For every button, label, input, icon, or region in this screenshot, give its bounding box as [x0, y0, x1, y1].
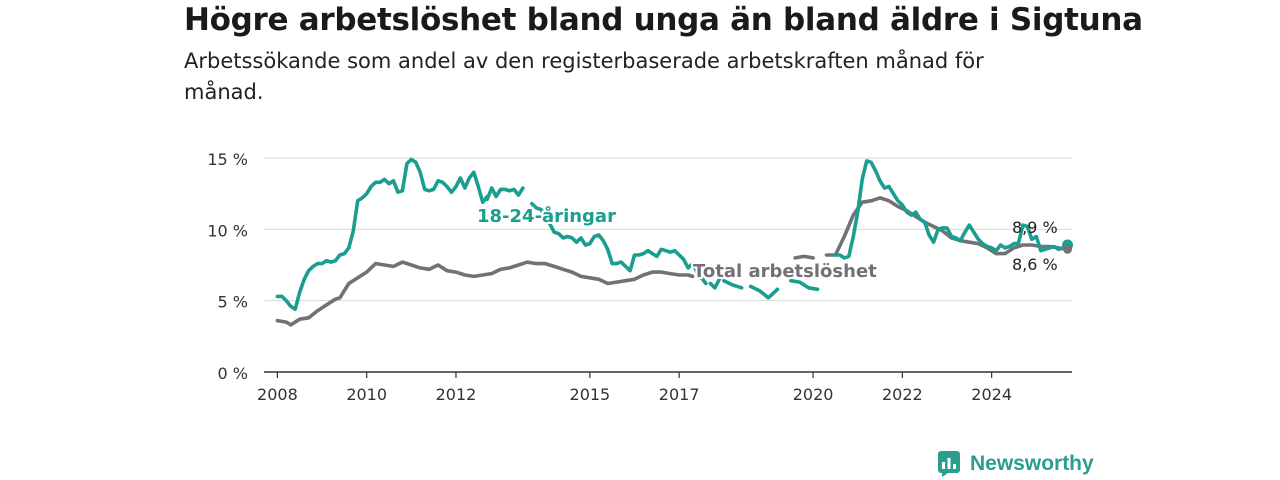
series-line-youth	[530, 201, 708, 286]
x-tick-label: 2022	[882, 385, 923, 404]
series-label-total: Total arbetslöshet	[693, 261, 877, 282]
series-line-youth	[748, 284, 780, 300]
brand-logo: Newsworthy	[938, 448, 1094, 480]
y-tick-label: 15 %	[207, 150, 248, 169]
x-tick-label: 2012	[436, 385, 477, 404]
x-tick-label: 2010	[346, 385, 387, 404]
x-tick-label: 2020	[793, 385, 834, 404]
series-line-youth	[722, 278, 744, 290]
chart-title: Högre arbetslöshet bland unga än bland ä…	[184, 2, 1143, 38]
brand-name: Newsworthy	[970, 452, 1094, 475]
x-tick-label: 2008	[257, 385, 298, 404]
series-line-total	[793, 254, 815, 260]
series-line-youth	[275, 157, 489, 311]
end-marker-total	[1063, 244, 1073, 254]
y-tick-label: 0 %	[218, 364, 248, 383]
series-line-youth	[789, 278, 820, 292]
x-tick-label: 2017	[659, 385, 700, 404]
newsworthy-logo-icon	[938, 451, 960, 477]
x-tick-label: 2015	[570, 385, 611, 404]
series-line-youth	[833, 159, 1070, 260]
x-tick-label: 2024	[971, 385, 1012, 404]
end-label-youth: 8,9 %	[1012, 218, 1058, 237]
series-line-total	[275, 260, 695, 327]
series-line-youth	[708, 277, 722, 290]
end-label-total: 8,6 %	[1012, 255, 1058, 274]
series-line-youth	[485, 186, 525, 202]
y-tick-label: 5 %	[218, 293, 248, 312]
series-label-youth: 18-24-åringar	[477, 205, 616, 227]
y-tick-label: 10 %	[207, 221, 248, 240]
chart-subtitle: Arbetssökande som andel av den registerb…	[184, 49, 984, 104]
series-line-total	[824, 196, 1070, 257]
